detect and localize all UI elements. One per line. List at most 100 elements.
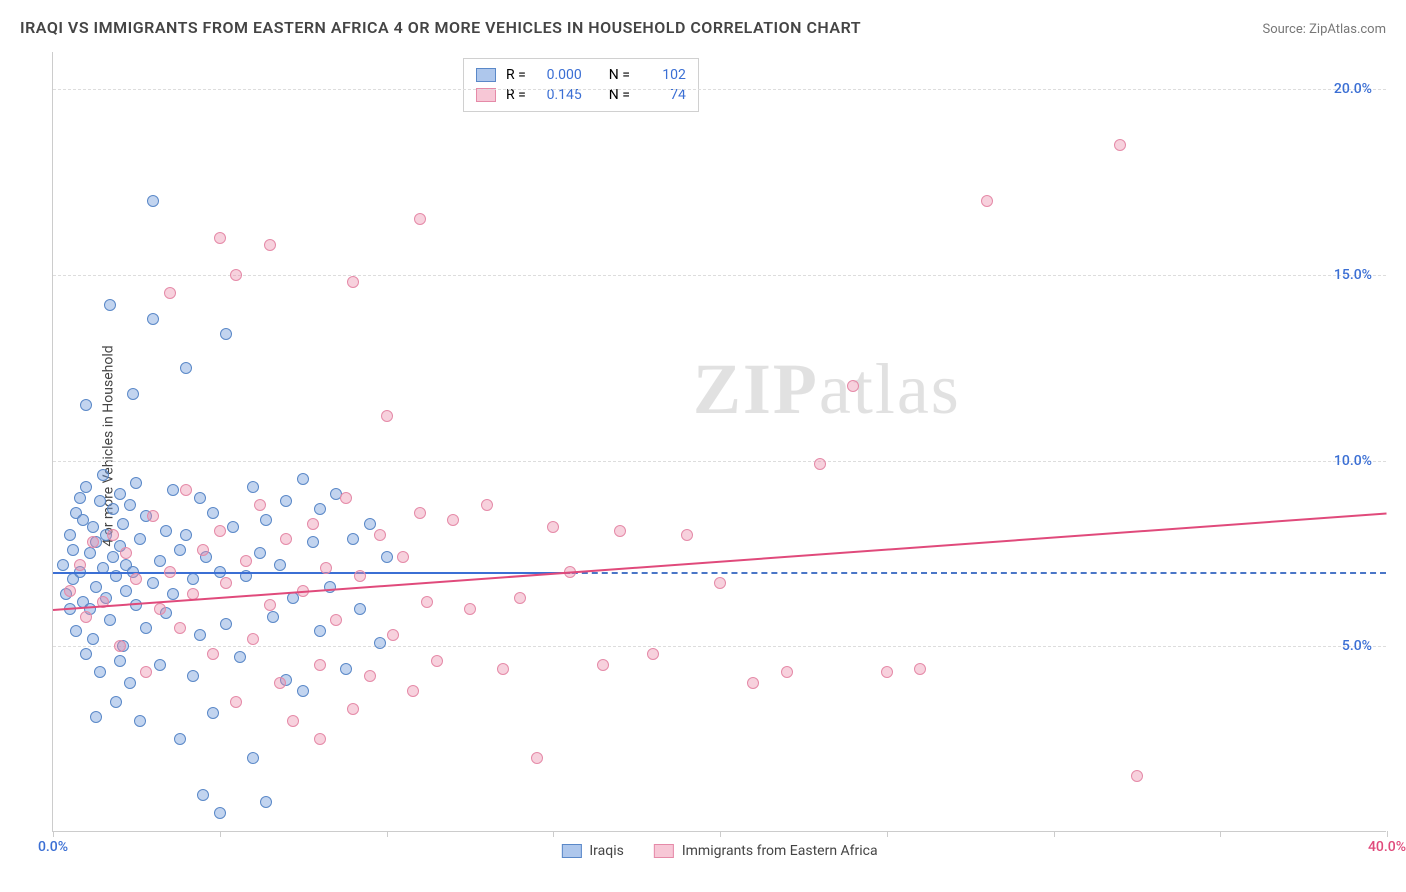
scatter-point [981,195,993,207]
y-tick-label: 20.0% [1334,81,1372,97]
scatter-point [154,555,166,567]
trend-line [53,513,1387,612]
scatter-point [180,484,192,496]
scatter-point [154,659,166,671]
scatter-point [134,715,146,727]
scatter-point [307,536,319,548]
scatter-point [90,711,102,723]
scatter-point [414,213,426,225]
scatter-point [147,195,159,207]
legend-series-label: Iraqis [589,843,623,859]
scatter-point [254,499,266,511]
scatter-point [154,603,166,615]
scatter-point [207,648,219,660]
scatter-point [147,313,159,325]
scatter-point [314,625,326,637]
scatter-point [107,551,119,563]
scatter-point [714,577,726,589]
scatter-point [234,651,246,663]
scatter-point [214,525,226,537]
scatter-point [147,510,159,522]
scatter-point [164,287,176,299]
legend-rn-box: R =0.000 N =102R =0.145 N =74 [463,58,699,112]
scatter-point [481,499,493,511]
scatter-point [80,481,92,493]
scatter-point [274,677,286,689]
scatter-point [914,663,926,675]
scatter-point [240,555,252,567]
scatter-point [187,573,199,585]
scatter-point [70,625,82,637]
scatter-point [117,518,129,530]
scatter-point [320,562,332,574]
legend-n-label: N = [609,67,630,83]
scatter-point [130,599,142,611]
scatter-point [264,599,276,611]
scatter-point [214,807,226,819]
scatter-point [107,503,119,515]
scatter-point [374,637,386,649]
scatter-point [130,477,142,489]
scatter-point [447,514,459,526]
scatter-point [531,752,543,764]
scatter-point [64,529,76,541]
scatter-point [180,362,192,374]
legend-swatch [561,844,581,858]
scatter-point [247,752,259,764]
scatter-point [614,525,626,537]
scatter-point [57,559,69,571]
scatter-point [167,484,179,496]
scatter-point [124,499,136,511]
scatter-point [354,570,366,582]
scatter-point [260,514,272,526]
scatter-point [347,703,359,715]
scatter-point [94,495,106,507]
scatter-point [104,614,116,626]
source-label: Source: ZipAtlas.com [1262,22,1386,37]
scatter-point [264,239,276,251]
scatter-point [407,685,419,697]
scatter-point [1114,139,1126,151]
scatter-point [464,603,476,615]
watermark-bold: ZIP [693,349,819,429]
scatter-point [84,547,96,559]
scatter-point [314,659,326,671]
scatter-point [747,677,759,689]
scatter-point [340,492,352,504]
scatter-point [497,663,509,675]
scatter-point [260,796,272,808]
trend-line [53,572,570,574]
x-tick-mark [53,831,54,837]
scatter-point [227,521,239,533]
scatter-point [87,521,99,533]
legend-r-label: R = [506,67,526,83]
scatter-point [381,410,393,422]
x-tick-label: 0.0% [38,839,68,855]
scatter-point [781,666,793,678]
scatter-point [107,529,119,541]
scatter-point [134,533,146,545]
scatter-point [220,577,232,589]
scatter-point [80,648,92,660]
scatter-point [330,614,342,626]
scatter-point [127,388,139,400]
y-tick-label: 10.0% [1334,453,1372,469]
scatter-point [354,603,366,615]
scatter-point [114,640,126,652]
gridline [53,275,1386,276]
scatter-point [267,611,279,623]
x-tick-mark [1387,831,1388,837]
scatter-point [130,573,142,585]
scatter-point [364,518,376,530]
scatter-point [214,232,226,244]
scatter-point [347,276,359,288]
scatter-point [120,585,132,597]
legend-bottom: IraqisImmigrants from Eastern Africa [561,843,877,859]
scatter-point [220,618,232,630]
scatter-point [67,544,79,556]
scatter-point [147,577,159,589]
scatter-point [207,707,219,719]
scatter-point [220,328,232,340]
scatter-point [160,525,172,537]
x-tick-mark [1220,831,1221,837]
